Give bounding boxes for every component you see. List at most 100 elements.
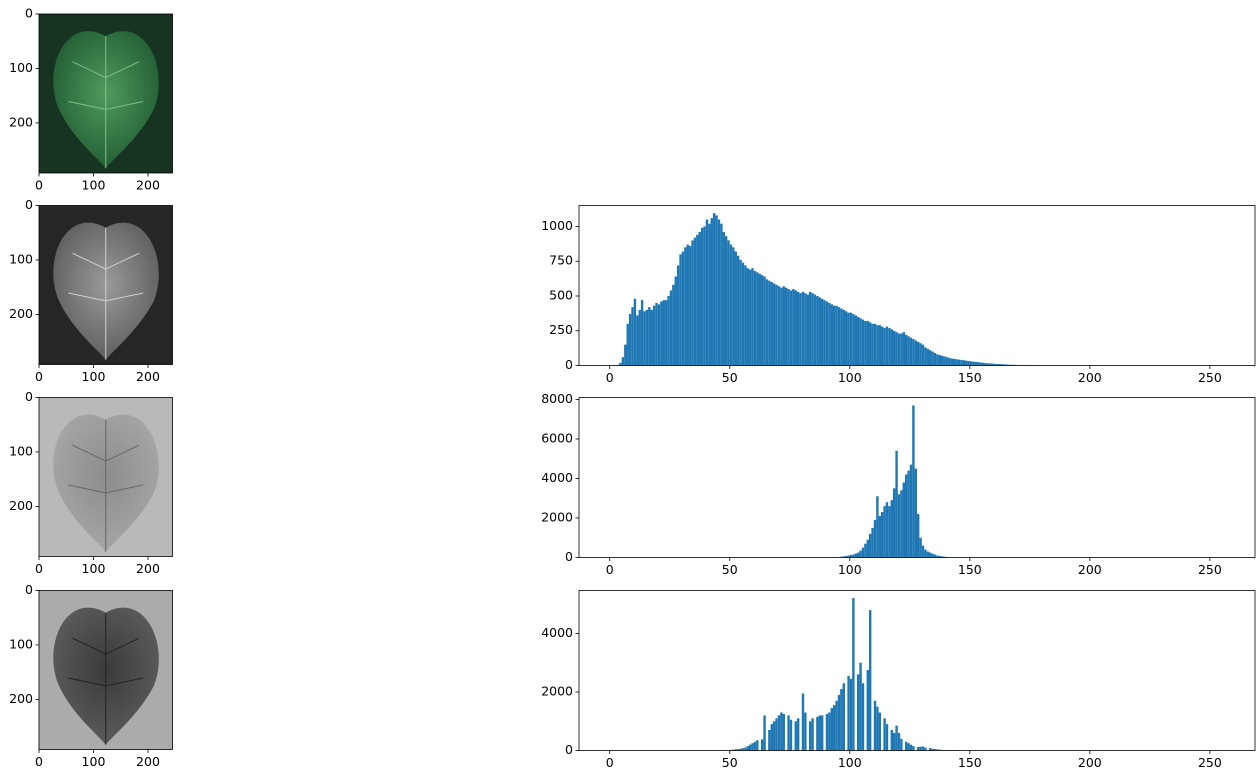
bar bbox=[892, 488, 896, 558]
bar bbox=[941, 556, 944, 558]
bar bbox=[741, 748, 745, 751]
y-tick-label: 0 bbox=[25, 582, 33, 597]
bar bbox=[866, 539, 869, 558]
bar bbox=[734, 251, 737, 366]
bar bbox=[919, 537, 922, 558]
bar bbox=[801, 291, 805, 366]
bar bbox=[840, 689, 843, 751]
bar bbox=[931, 748, 934, 751]
bar bbox=[931, 553, 934, 558]
bar bbox=[760, 275, 764, 366]
bar bbox=[868, 322, 872, 366]
y-tick-label: 0 bbox=[565, 357, 573, 372]
bar bbox=[705, 219, 709, 366]
leaf-vein bbox=[68, 419, 144, 552]
bar bbox=[890, 730, 893, 751]
bar bbox=[844, 311, 848, 366]
bar bbox=[626, 323, 629, 366]
bar bbox=[684, 247, 687, 366]
bar bbox=[782, 286, 785, 366]
bar bbox=[965, 360, 968, 366]
bar bbox=[936, 354, 939, 366]
bar bbox=[715, 215, 718, 366]
bar bbox=[919, 746, 922, 751]
bar bbox=[892, 732, 896, 751]
bar bbox=[936, 749, 939, 751]
x-tick-label: 200 bbox=[136, 754, 160, 769]
bar bbox=[938, 355, 942, 366]
bar bbox=[768, 730, 771, 751]
bar bbox=[842, 556, 845, 558]
bar bbox=[796, 291, 800, 366]
bar bbox=[880, 326, 884, 366]
bar bbox=[645, 309, 649, 366]
bar bbox=[933, 749, 937, 751]
bar bbox=[732, 749, 735, 751]
bar bbox=[799, 293, 802, 366]
bar bbox=[777, 286, 781, 366]
bar bbox=[674, 276, 677, 366]
bar bbox=[724, 236, 728, 366]
bar bbox=[921, 344, 925, 366]
bar bbox=[765, 279, 769, 366]
bar bbox=[861, 547, 865, 558]
bar bbox=[655, 302, 658, 366]
axes-frame bbox=[578, 590, 1256, 751]
y-tick-label: 200 bbox=[9, 114, 33, 129]
axes-frame bbox=[38, 205, 173, 365]
x-tick-label: 0 bbox=[606, 562, 614, 577]
bar bbox=[770, 282, 773, 366]
y-tick-label: 100 bbox=[9, 60, 33, 75]
x-tick-label: 100 bbox=[82, 369, 106, 384]
bar bbox=[787, 715, 790, 751]
bar bbox=[993, 363, 997, 366]
bar bbox=[888, 327, 891, 366]
bar bbox=[708, 223, 711, 366]
bar bbox=[744, 747, 747, 751]
bar bbox=[818, 297, 821, 366]
x-tick-label: 0 bbox=[35, 369, 43, 384]
bar bbox=[794, 290, 797, 366]
y-tick-label: 8000 bbox=[541, 391, 573, 406]
bar bbox=[780, 712, 783, 751]
bar bbox=[700, 227, 704, 366]
bar bbox=[931, 351, 934, 366]
x-tick-label: 150 bbox=[958, 562, 982, 577]
bar bbox=[808, 721, 812, 751]
bar bbox=[917, 341, 920, 366]
bar bbox=[929, 552, 932, 558]
bar bbox=[825, 301, 829, 366]
bar bbox=[854, 315, 857, 366]
bar bbox=[710, 218, 713, 366]
bar bbox=[789, 290, 793, 366]
bar bbox=[751, 268, 754, 366]
bar bbox=[921, 746, 925, 751]
y-tick-label: 0 bbox=[25, 197, 33, 212]
x-tick-label: 200 bbox=[1078, 755, 1102, 770]
x-tick-label: 250 bbox=[1198, 755, 1222, 770]
bar bbox=[861, 683, 865, 751]
bar bbox=[775, 718, 778, 751]
bar bbox=[897, 333, 901, 366]
bar bbox=[895, 332, 898, 366]
bar bbox=[756, 272, 759, 366]
bar bbox=[739, 748, 742, 751]
bar bbox=[883, 506, 886, 558]
bar bbox=[712, 213, 716, 366]
x-tick-label: 100 bbox=[838, 562, 862, 577]
x-tick-label: 150 bbox=[958, 755, 982, 770]
bar bbox=[890, 329, 893, 366]
x-tick-label: 250 bbox=[1198, 562, 1222, 577]
axes-frame bbox=[578, 397, 1256, 558]
bar bbox=[885, 502, 889, 558]
bar bbox=[1003, 364, 1006, 366]
bar bbox=[914, 468, 917, 558]
bar bbox=[811, 718, 814, 751]
bar bbox=[816, 716, 819, 751]
y-tick-label: 500 bbox=[549, 287, 573, 302]
bar bbox=[717, 219, 721, 366]
bar bbox=[912, 339, 915, 366]
x-tick-label: 100 bbox=[838, 755, 862, 770]
y-tick-label: 200 bbox=[9, 691, 33, 706]
bar bbox=[933, 352, 937, 366]
